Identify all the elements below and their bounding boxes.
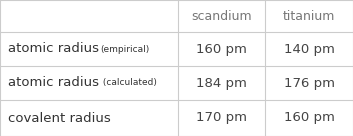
Text: scandium: scandium	[191, 10, 252, 22]
Text: atomic radius: atomic radius	[8, 76, 99, 89]
Text: 184 pm: 184 pm	[196, 76, 247, 89]
Text: (calculated): (calculated)	[100, 78, 157, 87]
Text: (empirical): (empirical)	[100, 44, 149, 53]
Text: 176 pm: 176 pm	[283, 76, 335, 89]
Text: 170 pm: 170 pm	[196, 112, 247, 124]
Text: atomic radius: atomic radius	[8, 42, 99, 55]
Text: 140 pm: 140 pm	[283, 42, 334, 55]
Text: 160 pm: 160 pm	[283, 112, 334, 124]
Text: 160 pm: 160 pm	[196, 42, 247, 55]
Text: covalent radius: covalent radius	[8, 112, 111, 124]
Text: titanium: titanium	[283, 10, 335, 22]
